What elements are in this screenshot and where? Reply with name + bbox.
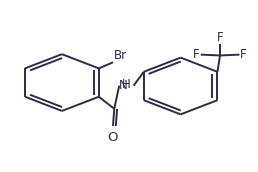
Text: F: F [193, 48, 200, 61]
Text: F: F [240, 48, 247, 61]
Text: O: O [108, 131, 118, 144]
Text: H: H [122, 78, 131, 91]
Text: Br: Br [114, 49, 127, 62]
Text: F: F [217, 31, 223, 44]
Text: N: N [119, 79, 127, 92]
